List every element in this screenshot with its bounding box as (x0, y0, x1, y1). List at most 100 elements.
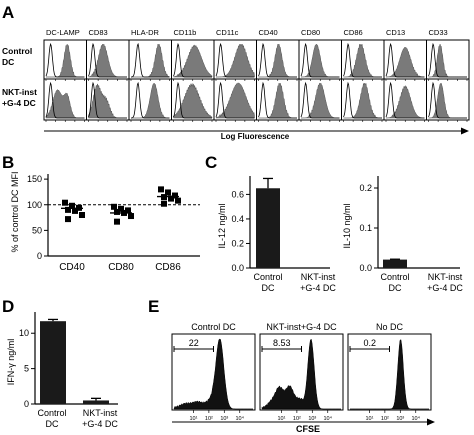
il10-category-label: Control (380, 272, 409, 282)
il10-category-label: NKT-inst (428, 272, 463, 282)
panel-d-ylabel: IFN-γ ng/ml (6, 339, 16, 386)
ifn-gamma-category-label: NKT-inst (83, 408, 118, 418)
panel-b-ylabel: % of control DC MFI (10, 171, 20, 252)
hist-isotype-cd11b-control (173, 42, 212, 78)
marker-label-cd13: CD13 (386, 28, 405, 37)
marker-label-dc-lamp: DC-LAMP (46, 28, 80, 37)
panel-c-il10-ylabel: IL-10 ng/ml (342, 203, 352, 248)
cfse-frame-nkt-inst-g4-dc (259, 333, 344, 411)
panel-b-category-label: CD86 (155, 262, 181, 273)
ifn-gamma-ytick-label: 0 (24, 399, 29, 409)
cfse-histogram-control-dc (173, 338, 253, 410)
panel-b-ytick-label: 100 (27, 200, 42, 210)
cfse-tick-label: 10⁴ (235, 415, 244, 422)
ifn-gamma-category-label: +G-4 DC (82, 419, 118, 429)
panel-b-chart: 0 50 100 150 CD40 CD80 CD86 (27, 174, 200, 273)
panel-b-point (172, 192, 178, 199)
cfse-arrow-head (427, 418, 435, 426)
cfse-title-no-dc: No DC (376, 322, 404, 332)
hist-isotype-cd86-control (343, 42, 382, 78)
hist-shaded-hla-dr-nkt (131, 82, 170, 119)
hist-isotype-dc-lamp-nkt (45, 81, 85, 119)
marker-label-cd11c: CD11c (216, 28, 239, 37)
hist-shaded-cd80-nkt (301, 82, 340, 119)
panel-b-ytick-label: 0 (37, 251, 42, 261)
row-label-nkt-line2: +G-4 DC (2, 98, 36, 108)
panel-b-point (168, 195, 174, 202)
panel-c-letter: C (205, 153, 217, 172)
ifn-gamma-bar (40, 321, 66, 404)
panel-b-point (161, 200, 167, 207)
hist-shaded-cd11b-nkt (173, 83, 213, 119)
marker-label-hla-dr: HLA-DR (131, 28, 160, 37)
hist-shaded-cd11b-control (173, 44, 213, 78)
hist-isotype-cd86-nkt (343, 81, 382, 119)
cfse-histograms: Control DC 22 10¹ 10² 10³ 10⁴ NKT-inst+G-4 DC 8… (171, 322, 432, 422)
il12-bar (256, 188, 280, 268)
hist-isotype-cd83-control (88, 42, 127, 78)
il10-category-label: DC (389, 283, 402, 293)
panel-b: B % of control DC MFI 0 50 100 150 CD40 CD80 C… (2, 153, 200, 273)
panel-b-point (114, 208, 120, 215)
hist-isotype-cd40-control (258, 42, 297, 78)
hist-isotype-cd13-nkt (385, 81, 425, 119)
panel-b-point (65, 206, 71, 213)
ifn-gamma-bar (83, 400, 109, 404)
panel-b-point (69, 202, 75, 209)
il10-category-label: +G-4 DC (427, 283, 463, 293)
panel-b-point (79, 212, 85, 218)
hist-isotype-cd83-nkt (88, 81, 127, 119)
panel-a: A Control DC NKT-inst +G-4 DC DC-LAMP CD8… (2, 3, 470, 141)
cfse-gate-value-no-dc: 0.2 (363, 338, 376, 348)
hist-shaded-cd13-nkt (385, 84, 425, 119)
marker-label-cd11b: CD11b (174, 28, 197, 37)
panel-b-point (125, 207, 131, 214)
panel-b-point (65, 216, 71, 223)
panel-b-ytick-label: 50 (32, 225, 42, 235)
il10-ytick-label: 0.2 (359, 183, 372, 193)
cfse-tick-label: 10² (293, 416, 301, 422)
ifn-gamma-ytick-label: 5 (24, 364, 29, 374)
il12-ytick-label: 0.4 (231, 214, 244, 224)
cfse-axis: CFSE (172, 418, 435, 434)
row-label-control-line1: Control (2, 46, 32, 56)
hist-isotype-cd33-nkt (428, 81, 467, 119)
panel-b-point (118, 205, 124, 212)
hist-shaded-cd40-nkt (258, 82, 297, 119)
cfse-title-control-dc: Control DC (191, 322, 236, 332)
hist-shaded-cd11c-control (216, 43, 255, 78)
panel-b-category-label: CD80 (108, 262, 134, 273)
cfse-histogram-nkt-inst-g4-dc (261, 338, 341, 410)
panel-e: E Control DC 22 10¹ 10² 10³ 10⁴ NKT-inst+G-4 D… (148, 297, 435, 434)
marker-label-cd80: CD80 (301, 28, 320, 37)
cfse-tick-label: 10¹ (365, 416, 373, 422)
hist-isotype-cd11c-nkt (215, 81, 255, 119)
panel-b-point (128, 213, 134, 220)
panel-b-point (165, 189, 171, 196)
marker-label-cd86: CD86 (344, 28, 363, 37)
cfse-tick-label: 10¹ (277, 416, 285, 422)
panel-b-point (114, 218, 120, 225)
panel-b-ytick-label: 150 (27, 174, 42, 184)
marker-label-cd83: CD83 (89, 28, 108, 37)
panel-b-category-label: CD40 (59, 262, 85, 273)
panel-b-letter: B (2, 153, 14, 172)
panel-c: C IL-12 ng/ml 0.00.20.40.6ControlDCNKT-i… (205, 153, 463, 293)
hist-isotype-cd80-nkt (300, 81, 340, 119)
panel-b-point (111, 203, 117, 210)
hist-shaded-cd11c-nkt (215, 82, 255, 119)
ifn-gamma-category-label: DC (46, 419, 59, 429)
hist-isotype-hla-dr-control (131, 42, 170, 78)
hist-isotype-cd40-nkt (258, 81, 297, 119)
cfse-tick-label: 10² (205, 416, 213, 422)
il10-ytick-label: 0.0 (359, 263, 372, 273)
cfse-tick-label: 10³ (308, 416, 316, 422)
panel-c-il12-ylabel: IL-12 ng/ml (217, 203, 227, 248)
panel-e-letter: E (148, 297, 159, 316)
il12-category-label: +G-4 DC (300, 283, 336, 293)
cfse-histogram-no-dc (350, 339, 429, 410)
hist-isotype-cd11b-nkt (173, 81, 212, 119)
